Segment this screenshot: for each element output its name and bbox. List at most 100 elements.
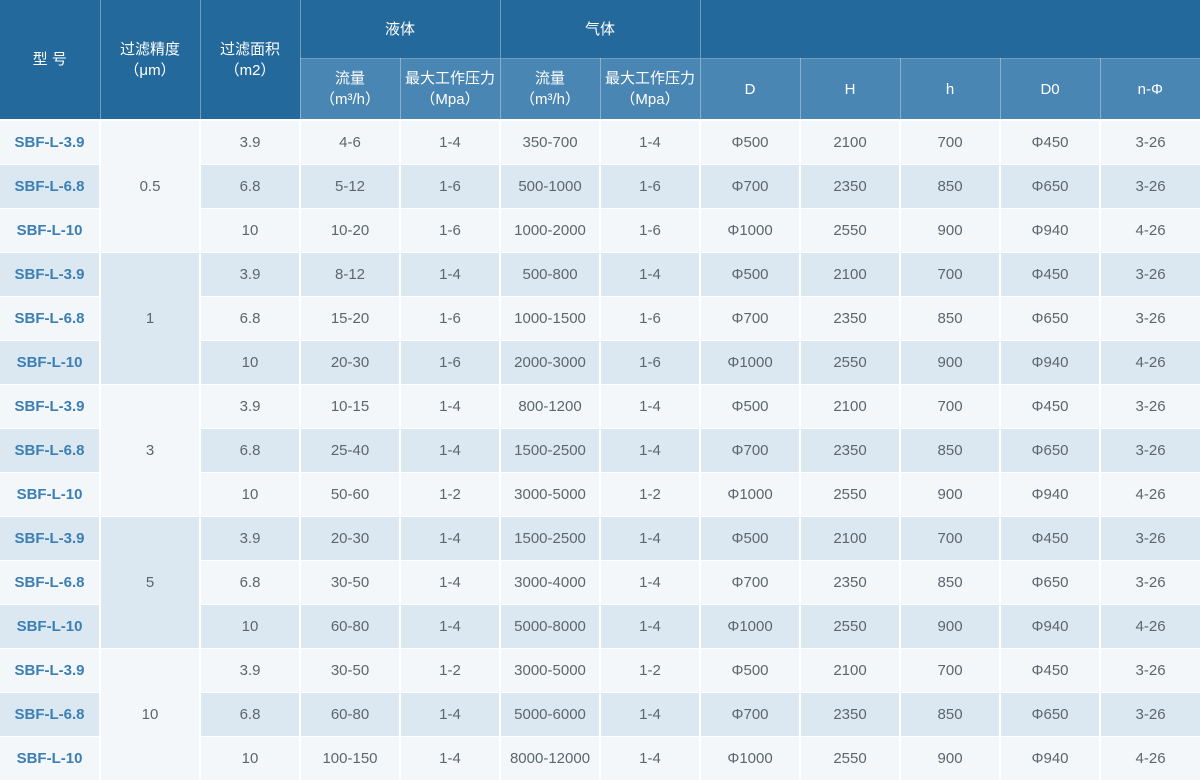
cell-liquid-flow: 20-30 [300,340,401,385]
table-row: SBF-L-6.8 6.8 5-12 1-6 500-1000 1-6 Φ700 2350 85… [0,164,1200,209]
cell-H: 2350 [800,560,902,605]
cell-model: SBF-L-3.9 [0,119,101,165]
gas-flow-line1: 流量 [535,70,566,87]
cell-area: 6.8 [200,560,301,605]
cell-liquid-pressure: 1-4 [400,736,502,780]
group-header-gas: 气体 [500,0,701,59]
cell-h: 900 [900,604,1002,649]
cell-gas-pressure: 1-4 [600,736,702,780]
cell-h: 700 [900,252,1002,297]
cell-d0: Φ940 [1000,472,1102,517]
header-sub-row: 流量 （m³/h） 最大工作压力 （Mpa） 流量 （m³/h） 最大工作压力 … [0,58,1200,120]
cell-gas-pressure: 1-4 [600,428,702,473]
cell-liquid-pressure: 1-4 [400,119,502,165]
cell-gas-flow: 3000-5000 [500,472,602,517]
cell-h: 700 [900,648,1002,693]
table-row: SBF-L-10 10 20-30 1-6 2000-3000 1-6 Φ1000 2550 9… [0,340,1200,385]
cell-model: SBF-L-6.8 [0,692,101,737]
table-row: SBF-L-10 10 10-20 1-6 1000-2000 1-6 Φ1000 2550 9… [0,208,1200,253]
cell-area: 3.9 [200,119,301,165]
cell-h: 850 [900,164,1002,209]
cell-h: 900 [900,472,1002,517]
cell-h: 850 [900,296,1002,341]
cell-h: 900 [900,340,1002,385]
cell-liquid-flow: 100-150 [300,736,401,780]
cell-area: 10 [200,340,301,385]
cell-area: 10 [200,208,301,253]
cell-model: SBF-L-6.8 [0,164,101,209]
liquid-flow-line2: （m³/h） [319,91,380,108]
cell-precision: 0.5 [100,119,201,253]
cell-nphi: 3-26 [1100,164,1200,209]
cell-h: 850 [900,560,1002,605]
cell-d: Φ700 [700,164,802,209]
cell-nphi: 3-26 [1100,119,1200,165]
cell-area: 3.9 [200,384,301,429]
cell-d: Φ1000 [700,604,802,649]
col-header-h: h [900,58,1001,120]
cell-gas-flow: 8000-12000 [500,736,602,780]
cell-model: SBF-L-3.9 [0,648,101,693]
cell-H: 2550 [800,736,902,780]
cell-gas-pressure: 1-4 [600,560,702,605]
table-row: SBF-L-10 10 100-150 1-4 8000-12000 1-4 Φ1000 25… [0,736,1200,780]
cell-precision: 1 [100,252,201,385]
cell-d: Φ500 [700,648,802,693]
cell-model: SBF-L-3.9 [0,384,101,429]
cell-area: 6.8 [200,164,301,209]
cell-gas-pressure: 1-6 [600,208,702,253]
cell-precision: 3 [100,384,201,517]
cell-h: 850 [900,428,1002,473]
cell-d: Φ700 [700,296,802,341]
header-dimensions-spacer [700,0,1200,59]
table-row: SBF-L-10 10 60-80 1-4 5000-8000 1-4 Φ1000 2550 9… [0,604,1200,649]
cell-gas-pressure: 1-4 [600,384,702,429]
cell-liquid-pressure: 1-4 [400,516,502,561]
cell-d0: Φ940 [1000,736,1102,780]
table-row: SBF-L-6.8 6.8 15-20 1-6 1000-1500 1-6 Φ700 2350… [0,296,1200,341]
cell-liquid-flow: 8-12 [300,252,401,297]
col-header-D: D [700,58,801,120]
cell-area: 10 [200,604,301,649]
cell-h: 850 [900,692,1002,737]
cell-nphi: 3-26 [1100,648,1200,693]
cell-d0: Φ450 [1000,648,1102,693]
cell-H: 2100 [800,516,902,561]
cell-model: SBF-L-10 [0,340,101,385]
cell-d: Φ1000 [700,340,802,385]
cell-H: 2100 [800,384,902,429]
cell-d0: Φ650 [1000,296,1102,341]
cell-liquid-pressure: 1-6 [400,164,502,209]
cell-liquid-flow: 50-60 [300,472,401,517]
cell-H: 2100 [800,648,902,693]
col-header-precision-line2: （μm） [124,61,176,79]
table-row: SBF-L-3.9 5 3.9 20-30 1-4 1500-2500 1-4 Φ500 210… [0,516,1200,649]
cell-d0: Φ650 [1000,428,1102,473]
cell-d: Φ1000 [700,736,802,780]
cell-area: 10 [200,472,301,517]
cell-liquid-flow: 5-12 [300,164,401,209]
gas-pressure-line1: 最大工作压力 [605,70,696,87]
col-header-model: 型 号 [0,0,101,120]
cell-model: SBF-L-10 [0,604,101,649]
cell-H: 2550 [800,208,902,253]
cell-H: 2550 [800,340,902,385]
cell-gas-pressure: 1-4 [600,692,702,737]
cell-nphi: 3-26 [1100,428,1200,473]
cell-liquid-flow: 30-50 [300,560,401,605]
cell-liquid-flow: 20-30 [300,516,401,561]
cell-area: 3.9 [200,252,301,297]
cell-d0: Φ650 [1000,692,1102,737]
cell-liquid-flow: 10-15 [300,384,401,429]
cell-H: 2350 [800,164,902,209]
cell-model: SBF-L-6.8 [0,428,101,473]
cell-liquid-flow: 25-40 [300,428,401,473]
cell-gas-flow: 1000-1500 [500,296,602,341]
cell-d: Φ500 [700,384,802,429]
cell-nphi: 4-26 [1100,340,1200,385]
cell-model: SBF-L-3.9 [0,252,101,297]
cell-d0: Φ450 [1000,119,1102,165]
cell-area: 6.8 [200,296,301,341]
spec-table-body: SBF-L-3.9 0.5 3.9 4-6 1-4 350-700 1-4 Φ500 2100 7… [0,119,1200,781]
